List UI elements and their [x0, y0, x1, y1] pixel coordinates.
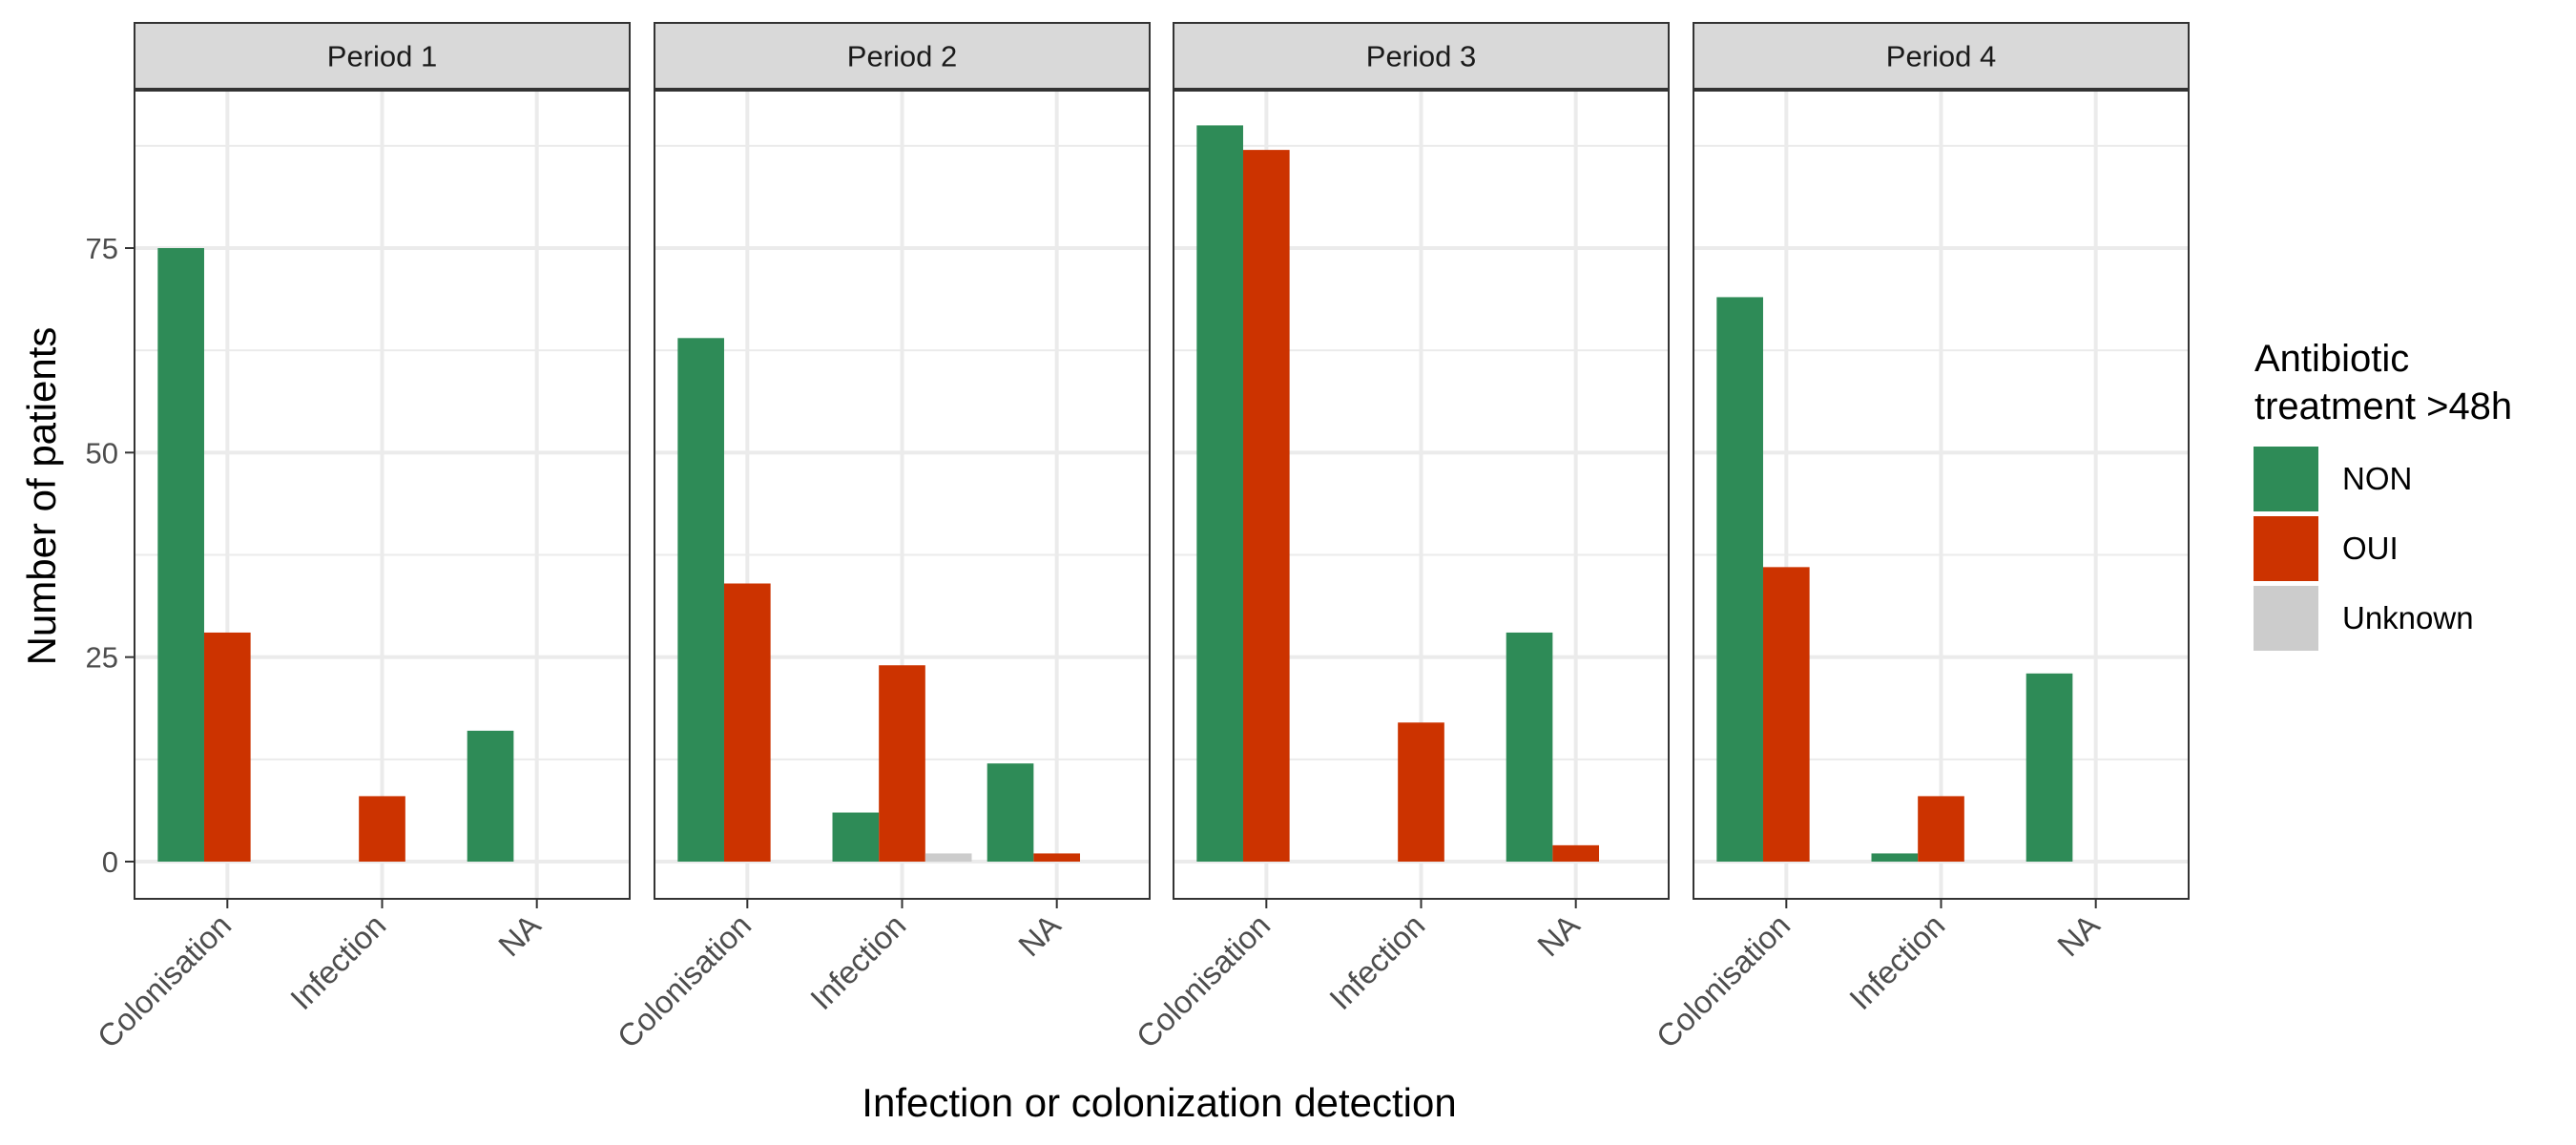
- x-tick-label: NA: [1011, 907, 1068, 964]
- y-tick-label: 25: [86, 641, 118, 675]
- facet-strip-label: Period 4: [1886, 40, 1996, 73]
- facet-strip-label: Period 3: [1366, 40, 1476, 73]
- facet-strip: [654, 22, 1151, 90]
- x-tick-label: Colonisation: [1650, 907, 1797, 1055]
- y-tick-label: 50: [86, 436, 118, 469]
- bar-unknown-infection: [924, 853, 972, 862]
- x-tick-label: Infection: [1842, 907, 1951, 1016]
- bar-oui-na: [1033, 853, 1081, 862]
- x-tick-label: Infection: [283, 907, 392, 1016]
- legend-key-non: [2254, 447, 2318, 511]
- legend-key-oui: [2254, 516, 2318, 581]
- bar-non-na: [2025, 673, 2073, 862]
- bar-oui-infection: [1398, 722, 1444, 862]
- legend-label-oui: OUI: [2342, 531, 2399, 566]
- y-tick-label: 0: [102, 845, 118, 879]
- bar-non-colonisation: [1196, 125, 1243, 862]
- x-tick-label: NA: [491, 907, 548, 964]
- panel-2: Period 2 Colonisation Infection NA: [611, 22, 1151, 1055]
- bar-non-colonisation: [677, 338, 724, 863]
- bar-oui-infection: [359, 796, 405, 862]
- x-tick-label: Colonisation: [1130, 907, 1278, 1055]
- bar-oui-infection: [1918, 796, 1964, 862]
- bar-oui-colonisation: [203, 632, 251, 862]
- bar-non-colonisation: [157, 248, 204, 862]
- panel-3: Period 3 Colonisation Infection NA: [1130, 22, 1670, 1055]
- panel-1: Period 1 Colonisation Infection NA: [91, 22, 631, 1055]
- x-tick-label: NA: [1530, 907, 1587, 964]
- y-tick-label: 75: [86, 232, 118, 265]
- bar-oui-na: [1552, 844, 1600, 862]
- legend-title-line1: Antibiotic: [2254, 338, 2409, 380]
- legend: Antibiotic treatment >48h NON OUI Unknown: [2254, 338, 2512, 651]
- bar-oui-colonisation: [723, 583, 771, 862]
- facet-strip-label: Period 2: [847, 40, 957, 73]
- x-tick-label: Colonisation: [91, 907, 239, 1055]
- legend-label-unknown: Unknown: [2342, 600, 2474, 635]
- bar-non-colonisation: [1716, 297, 1763, 862]
- bar-non-na: [467, 730, 514, 862]
- y-axis: 0 25 50 75: [86, 232, 135, 879]
- bar-oui-colonisation: [1762, 567, 1810, 862]
- bar-non-infection: [832, 812, 880, 862]
- x-tick-label: Colonisation: [611, 907, 758, 1055]
- facet-strip: [1173, 22, 1670, 90]
- facet-strip-label: Period 1: [327, 40, 437, 73]
- y-axis-title: Number of patients: [19, 327, 64, 666]
- facet-strip: [134, 22, 631, 90]
- facet-strip: [1693, 22, 2190, 90]
- x-axis-title: Infection or colonization detection: [862, 1080, 1456, 1125]
- bar-oui-infection: [879, 665, 925, 862]
- panels-layer: Period 1 Colonisation Infection NA Period 2 C…: [91, 22, 2190, 1055]
- legend-label-non: NON: [2342, 461, 2412, 496]
- x-tick-label: Infection: [1322, 907, 1431, 1016]
- bar-non-na: [987, 763, 1034, 862]
- x-tick-label: NA: [2050, 907, 2107, 964]
- panel-4: Period 4 Colonisation Infection NA: [1650, 22, 2190, 1055]
- legend-title-line2: treatment >48h: [2254, 385, 2512, 427]
- bar-oui-colonisation: [1242, 150, 1290, 862]
- x-tick-label: Infection: [803, 907, 912, 1016]
- bar-non-na: [1506, 632, 1553, 862]
- bar-non-infection: [1871, 853, 1919, 862]
- legend-key-unknown: [2254, 586, 2318, 651]
- legend-items: NON OUI Unknown: [2254, 447, 2474, 651]
